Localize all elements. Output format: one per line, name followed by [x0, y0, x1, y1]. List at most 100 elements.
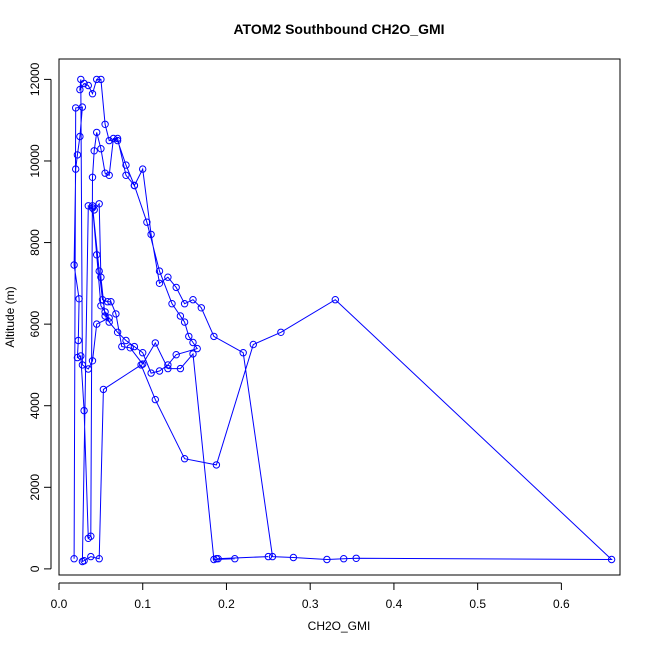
data-point [97, 145, 105, 153]
data-point [197, 304, 206, 312]
data-point [118, 342, 126, 351]
data-point [180, 318, 189, 326]
data-point [151, 395, 160, 404]
data-point [99, 385, 108, 394]
y-axis-label: Altitude (m) [3, 286, 17, 347]
data-point [78, 103, 87, 111]
y-axis: 0 2000 4000 6000 8000 10000 12000 [28, 62, 52, 572]
data-point [130, 181, 139, 190]
data-point [239, 349, 247, 357]
data-point [93, 320, 101, 328]
data-point [210, 332, 218, 341]
data-point [155, 367, 164, 375]
y-tick-label: 0 [28, 565, 42, 572]
data-point [87, 532, 95, 540]
data-point [88, 173, 97, 182]
data-point [277, 328, 285, 336]
x-tick-label: 0.0 [51, 597, 68, 611]
data-point [73, 353, 82, 362]
data-point [164, 273, 172, 281]
x-tick-label: 0.1 [134, 597, 151, 611]
data-point [147, 369, 155, 377]
data-point [151, 339, 160, 347]
data-point [113, 136, 122, 145]
data-point [189, 350, 197, 358]
data-point [74, 336, 83, 345]
data-point [176, 312, 185, 320]
data-point [76, 132, 84, 141]
data-point [189, 338, 197, 347]
data-point [214, 555, 222, 563]
data-point [80, 406, 88, 415]
data-point [289, 553, 298, 562]
data-point [84, 534, 93, 542]
data-point [130, 342, 139, 351]
x-tick-label: 0.5 [469, 597, 486, 611]
data-point [164, 361, 172, 369]
data-point [155, 267, 164, 275]
y-tick-label: 10000 [28, 144, 42, 178]
x-axis: 0.0 0.1 0.2 0.3 0.4 0.5 0.6 [51, 582, 570, 611]
data-point [109, 134, 118, 143]
data-point [88, 202, 97, 210]
data-point [172, 351, 180, 359]
data-point [70, 555, 78, 563]
data-point [87, 552, 95, 561]
data-point [75, 295, 83, 303]
data-point [189, 296, 197, 304]
data-point [73, 151, 82, 159]
y-tick-label: 4000 [28, 392, 42, 419]
data-point [172, 283, 180, 292]
x-tick-label: 0.2 [218, 597, 235, 611]
data-point [168, 300, 176, 308]
x-tick-label: 0.4 [386, 597, 403, 611]
data-point [180, 455, 189, 463]
data-point [105, 318, 113, 326]
data-point [88, 90, 97, 98]
data-point [95, 200, 103, 208]
x-axis-label: CH2O_GMI [308, 619, 371, 633]
data-point [80, 79, 88, 88]
data-point [76, 85, 84, 94]
chart-title: ATOM2 Southbound CH2O_GMI [233, 21, 444, 37]
data-point [340, 555, 348, 563]
data-point [97, 75, 105, 84]
data-point [112, 310, 120, 318]
data-point [231, 555, 239, 563]
series-line [73, 78, 613, 563]
data-point [84, 365, 93, 373]
data-point [143, 218, 151, 226]
data-point [193, 344, 201, 353]
data-point [113, 328, 122, 336]
data-point [93, 75, 101, 84]
data-point [323, 555, 331, 564]
data-point [122, 336, 130, 345]
data-point [93, 251, 101, 259]
data-point [185, 332, 193, 341]
data-point [139, 360, 147, 368]
data-point [180, 300, 189, 308]
data-point [101, 308, 109, 316]
data-point [105, 314, 113, 322]
data-point [122, 161, 130, 169]
x-tick-label: 0.3 [302, 597, 319, 611]
data-point [88, 204, 97, 212]
data-point [147, 230, 155, 239]
data-point [105, 136, 113, 145]
data-point [70, 261, 78, 269]
data-point [139, 349, 147, 357]
data-point [268, 552, 277, 561]
data-point [176, 364, 185, 373]
data-point [164, 364, 172, 373]
data-point [103, 298, 112, 306]
data-point [95, 555, 103, 563]
data-point [126, 344, 134, 352]
data-point [98, 296, 107, 304]
data-point [90, 206, 98, 214]
series-ch2o-gmi [70, 75, 616, 566]
y-tick-label: 2000 [28, 474, 42, 501]
data-point [249, 340, 258, 349]
data-point [212, 461, 221, 469]
data-point [101, 312, 109, 320]
